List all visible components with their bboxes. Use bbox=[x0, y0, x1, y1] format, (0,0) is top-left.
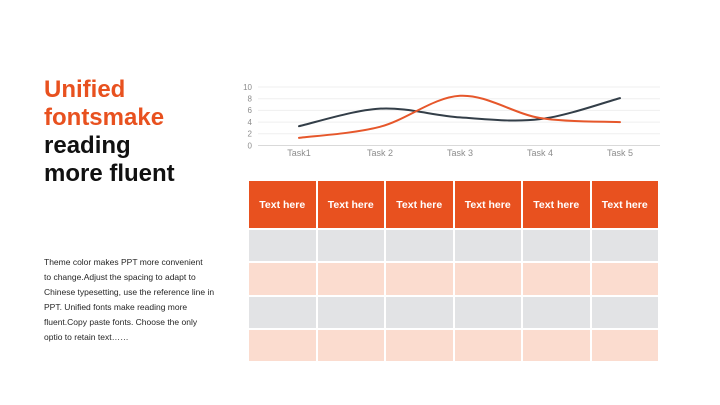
table-cell bbox=[454, 329, 521, 361]
table-cell bbox=[523, 329, 590, 361]
table-cell bbox=[523, 263, 590, 295]
y-axis-tick-label: 6 bbox=[248, 106, 253, 115]
table-cell bbox=[249, 296, 316, 328]
x-axis-category-label: Task 3 bbox=[447, 148, 473, 158]
table-cell bbox=[386, 263, 453, 295]
data-table: Text here Text here Text here Text here Text… bbox=[249, 181, 658, 361]
description-line: optio to retain text…… bbox=[44, 332, 129, 342]
table-cell bbox=[249, 263, 316, 295]
x-axis-category-label: Task 4 bbox=[527, 148, 553, 158]
table-cell bbox=[591, 329, 658, 361]
y-axis-tick-label: 0 bbox=[248, 141, 253, 150]
table-cell bbox=[249, 230, 316, 262]
table-cell bbox=[591, 296, 658, 328]
title-line-4: more fluent bbox=[44, 160, 175, 187]
description-paragraph: Theme color makes PPT more convenient to… bbox=[44, 255, 219, 345]
table-cell bbox=[249, 329, 316, 361]
series-dark-line bbox=[298, 97, 621, 128]
title-line-2: fontsmake bbox=[44, 104, 165, 131]
table-header-cell: Text here bbox=[454, 181, 521, 228]
table-cell bbox=[386, 296, 453, 328]
table-cell bbox=[317, 230, 384, 262]
series-orange-line bbox=[298, 94, 621, 139]
table-cell bbox=[591, 230, 658, 262]
y-axis-tick-label: 8 bbox=[248, 95, 253, 104]
slide-title: Unified fontsmake reading more fluent bbox=[44, 76, 244, 188]
table-cell bbox=[454, 230, 521, 262]
table-cell bbox=[317, 263, 384, 295]
table-header-cell: Text here bbox=[317, 181, 384, 228]
title-line-3: reading bbox=[44, 132, 131, 159]
table-cell bbox=[523, 230, 590, 262]
table-cell bbox=[454, 263, 521, 295]
table-cell bbox=[317, 329, 384, 361]
x-axis-category-label: Task 5 bbox=[607, 148, 633, 158]
description-line: Theme color makes PPT more convenient bbox=[44, 257, 203, 267]
line-chart-canvas: 0 2 4 6 8 10 Task1 Task 2 Task 3 Task 4 Task 5 bbox=[243, 83, 660, 158]
table-header-cell: Text here bbox=[386, 181, 453, 228]
description-line: Chinese typesetting, use the reference l… bbox=[44, 287, 215, 297]
table-header-cell: Text here bbox=[249, 181, 316, 228]
table-header-cell: Text here bbox=[523, 181, 590, 228]
line-chart: 0 2 4 6 8 10 Task1 Task 2 Task 3 Task 4 Task 5 bbox=[230, 60, 680, 170]
y-axis-tick-label: 10 bbox=[243, 83, 252, 92]
table-cell bbox=[591, 263, 658, 295]
table-cell bbox=[317, 296, 384, 328]
y-axis-tick-label: 2 bbox=[248, 130, 253, 139]
y-axis-tick-label: 4 bbox=[248, 118, 253, 127]
table-header-cell: Text here bbox=[591, 181, 658, 228]
description-line: PPT. Unified fonts make reading more bbox=[44, 302, 188, 312]
x-axis-category-label: Task 2 bbox=[367, 148, 393, 158]
table-cell bbox=[454, 296, 521, 328]
table-cell bbox=[386, 230, 453, 262]
description-line: to change.Adjust the spacing to adapt to bbox=[44, 272, 196, 282]
description-line: fluent.Copy paste fonts. Choose the only bbox=[44, 317, 198, 327]
table-cell bbox=[523, 296, 590, 328]
x-axis-category-label: Task1 bbox=[287, 148, 311, 158]
title-line-1: Unified bbox=[44, 76, 126, 103]
table-cell bbox=[386, 329, 453, 361]
